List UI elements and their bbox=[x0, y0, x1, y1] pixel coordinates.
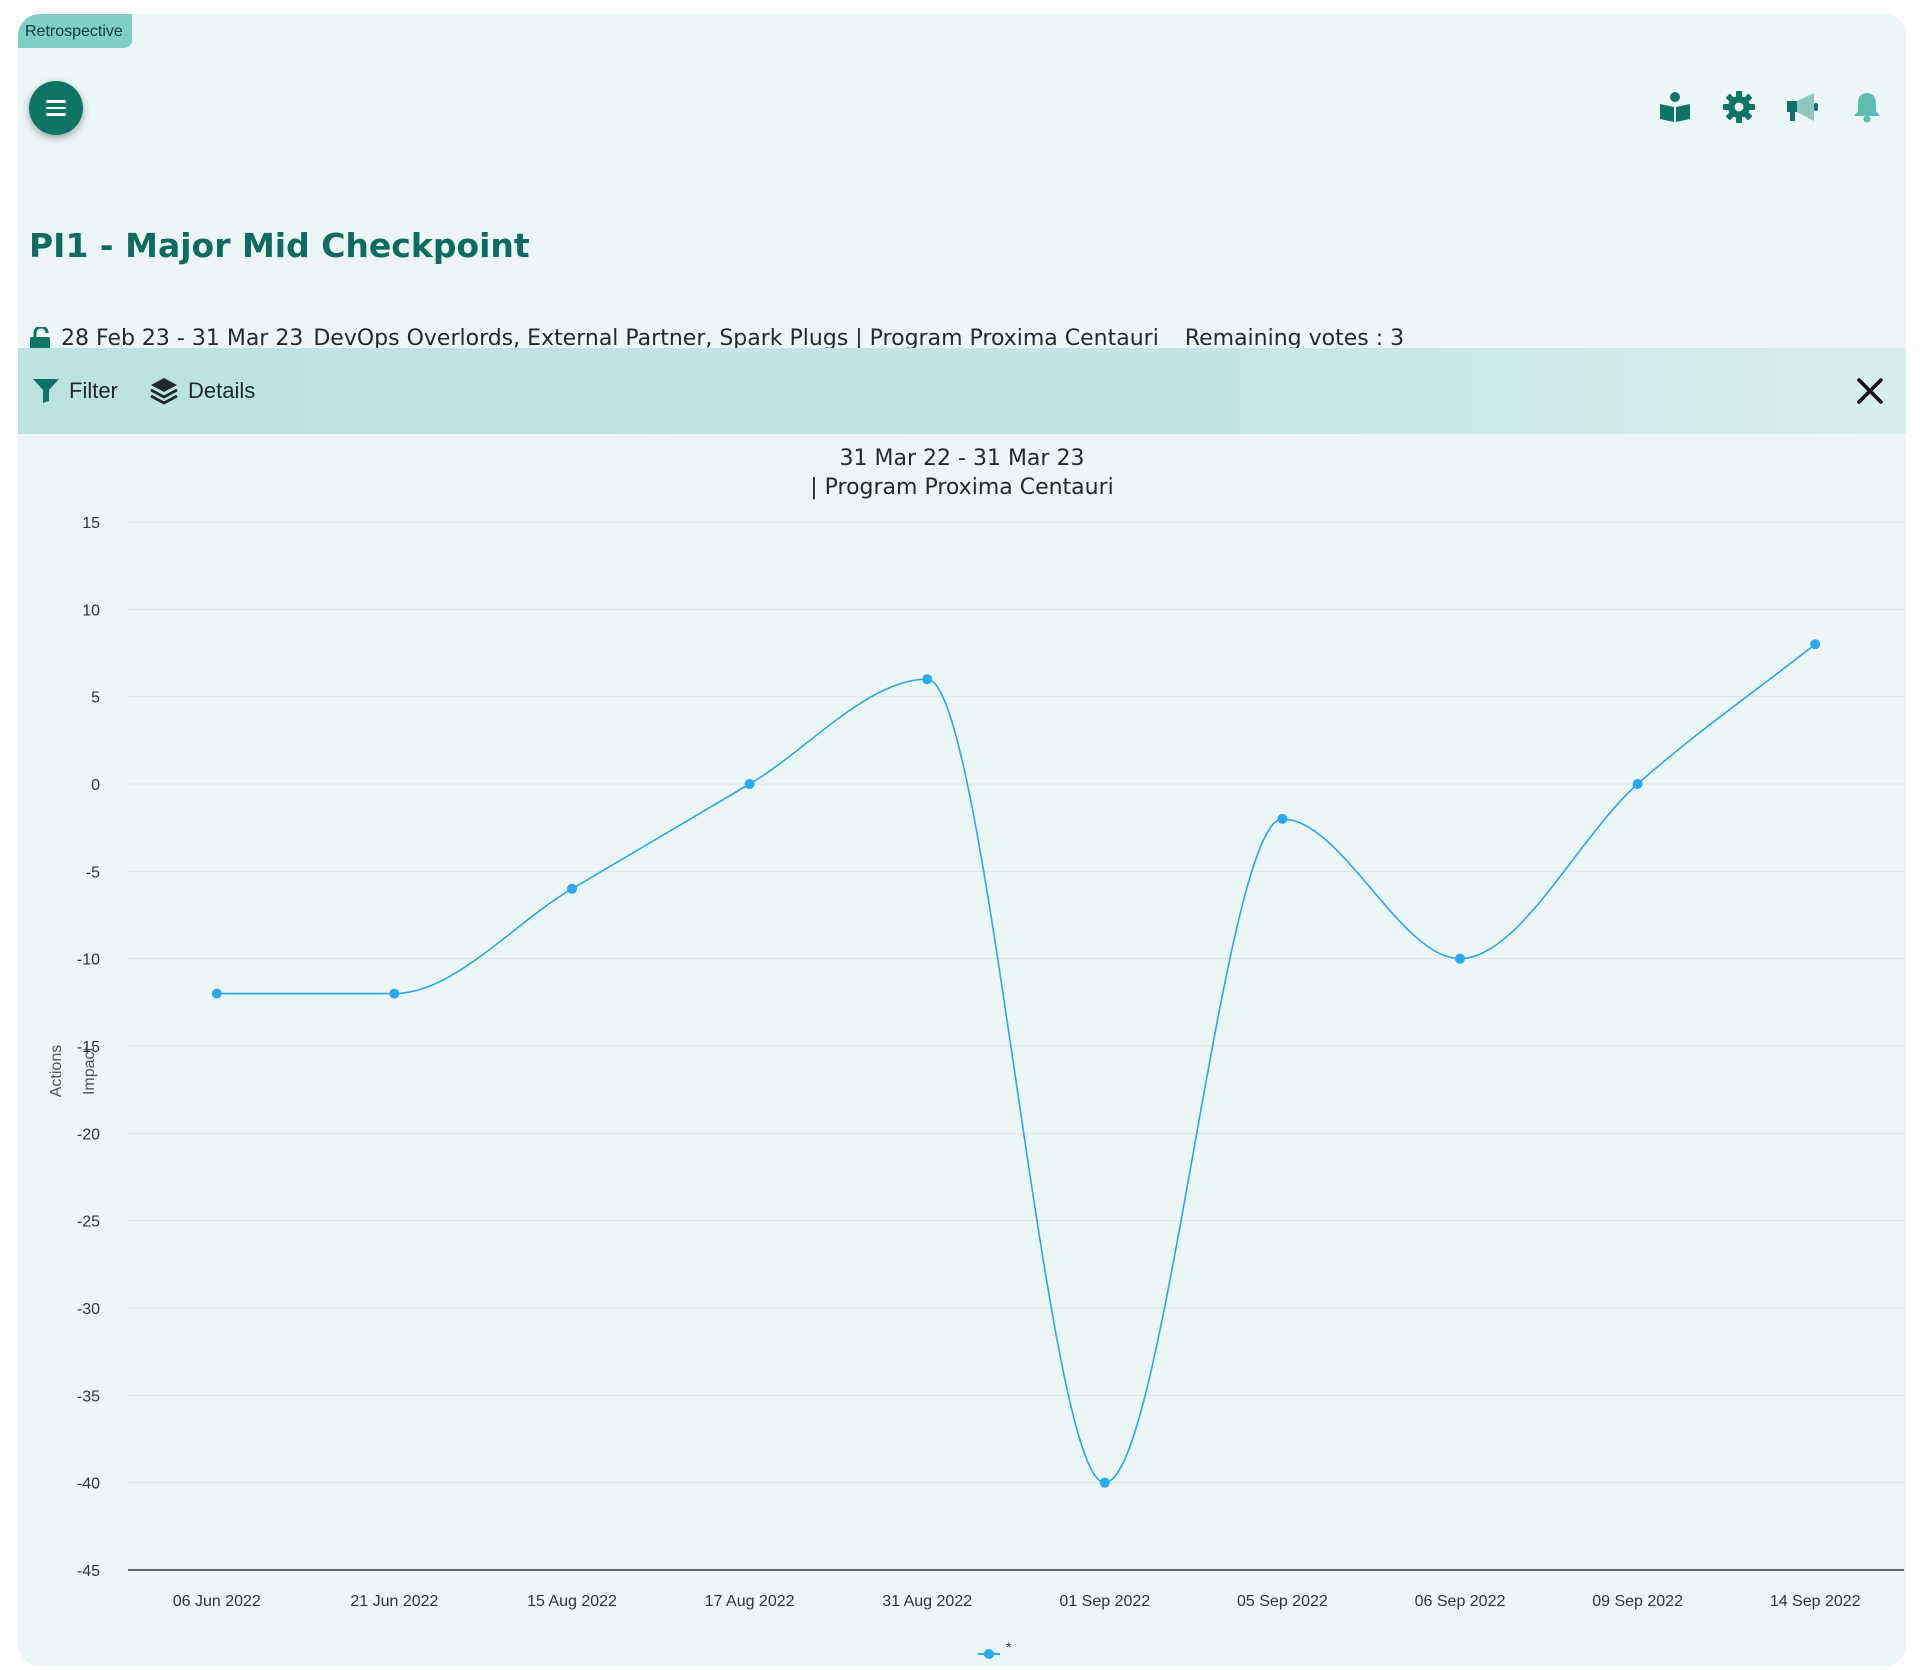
chart-title: 31 Mar 22 - 31 Mar 23 bbox=[840, 446, 1085, 471]
layers-icon bbox=[150, 378, 178, 405]
y-tick-label: -45 bbox=[77, 1563, 100, 1580]
x-tick-label: 21 Jun 2022 bbox=[350, 1593, 438, 1610]
board-meta: 28 Feb 23 - 31 Mar 23 DevOps Overlords, … bbox=[29, 326, 1404, 351]
filter-button[interactable]: Filter bbox=[33, 348, 118, 434]
retrospective-card: Retrospective bbox=[18, 14, 1906, 1666]
y-axis-labels: Actions Impact bbox=[48, 1045, 98, 1097]
y-tick-label: -40 bbox=[77, 1476, 100, 1493]
y-tick-label: 5 bbox=[91, 690, 100, 707]
y-axis: 15 10 5 0 -5 -10 -15 -20 -25 -30 -35 -40 -45 bbox=[77, 515, 1904, 1580]
data-point bbox=[1099, 1477, 1110, 1488]
x-tick-label: 01 Sep 2022 bbox=[1059, 1593, 1150, 1610]
page-title: PI1 - Major Mid Checkpoint bbox=[29, 226, 530, 265]
x-tick-label: 17 Aug 2022 bbox=[705, 1593, 795, 1610]
chart-grid bbox=[128, 521, 1904, 1484]
x-tick-label: 06 Jun 2022 bbox=[173, 1593, 261, 1610]
x-tick-label: 06 Sep 2022 bbox=[1415, 1593, 1506, 1610]
y-tick-label: -10 bbox=[77, 952, 100, 969]
chart-subtitle: | Program Proxima Centauri bbox=[810, 475, 1114, 500]
x-axis: 06 Jun 2022 21 Jun 2022 15 Aug 2022 17 Aug … bbox=[173, 1593, 1861, 1610]
hamburger-menu-icon bbox=[46, 100, 66, 116]
y-axis-label: Actions bbox=[48, 1045, 65, 1097]
remaining-votes: Remaining votes : 3 bbox=[1184, 326, 1405, 351]
chart-legend[interactable]: * bbox=[978, 1639, 1012, 1659]
data-point bbox=[567, 883, 577, 894]
details-button[interactable]: Details bbox=[150, 348, 255, 434]
data-point bbox=[1810, 639, 1821, 650]
impact-line-chart: 31 Mar 22 - 31 Mar 23 | Program Proxima … bbox=[48, 446, 1904, 1659]
y-tick-label: 15 bbox=[82, 515, 100, 532]
y-axis-label: Impact bbox=[81, 1046, 98, 1095]
date-range: 28 Feb 23 - 31 Mar 23 bbox=[61, 326, 304, 351]
bell-icon[interactable] bbox=[1850, 90, 1884, 124]
toolbar: Filter Details bbox=[18, 348, 1906, 434]
y-tick-label: -25 bbox=[77, 1214, 100, 1231]
menu-button[interactable] bbox=[29, 81, 83, 135]
series-line bbox=[216, 643, 1816, 1484]
x-tick-label: 14 Sep 2022 bbox=[1770, 1593, 1861, 1610]
megaphone-icon[interactable] bbox=[1786, 90, 1820, 124]
y-tick-label: 10 bbox=[82, 602, 100, 619]
x-tick-label: 31 Aug 2022 bbox=[882, 1593, 972, 1610]
data-point bbox=[1632, 779, 1643, 789]
app-tag: Retrospective bbox=[18, 14, 132, 48]
legend-label: * bbox=[1006, 1639, 1012, 1655]
series-points bbox=[211, 639, 1821, 1488]
data-point bbox=[1277, 813, 1288, 824]
y-tick-label: 0 bbox=[91, 777, 100, 794]
y-tick-label: -15 bbox=[77, 1039, 100, 1056]
x-tick-label: 09 Sep 2022 bbox=[1592, 1593, 1683, 1610]
close-icon[interactable] bbox=[1856, 377, 1884, 405]
y-tick-label: -5 bbox=[86, 864, 100, 881]
details-label: Details bbox=[188, 378, 256, 403]
y-tick-label: -35 bbox=[77, 1388, 100, 1405]
teams-program: DevOps Overlords, External Partner, Spar… bbox=[313, 326, 1159, 351]
data-point bbox=[922, 674, 933, 685]
data-point bbox=[389, 988, 400, 999]
header-actions bbox=[1658, 90, 1884, 124]
filter-icon bbox=[33, 379, 59, 403]
data-point bbox=[1455, 953, 1465, 964]
unlock-icon bbox=[29, 326, 51, 351]
legend-swatch-marker bbox=[984, 1649, 994, 1659]
x-tick-label: 05 Sep 2022 bbox=[1237, 1593, 1328, 1610]
x-tick-label: 15 Aug 2022 bbox=[527, 1593, 617, 1610]
data-point bbox=[744, 779, 755, 789]
y-tick-label: -30 bbox=[77, 1301, 100, 1318]
y-tick-label: -20 bbox=[77, 1126, 100, 1143]
book-reader-icon[interactable] bbox=[1658, 90, 1692, 124]
data-point bbox=[211, 988, 222, 999]
filter-label: Filter bbox=[69, 378, 118, 403]
gear-icon[interactable] bbox=[1722, 90, 1756, 124]
